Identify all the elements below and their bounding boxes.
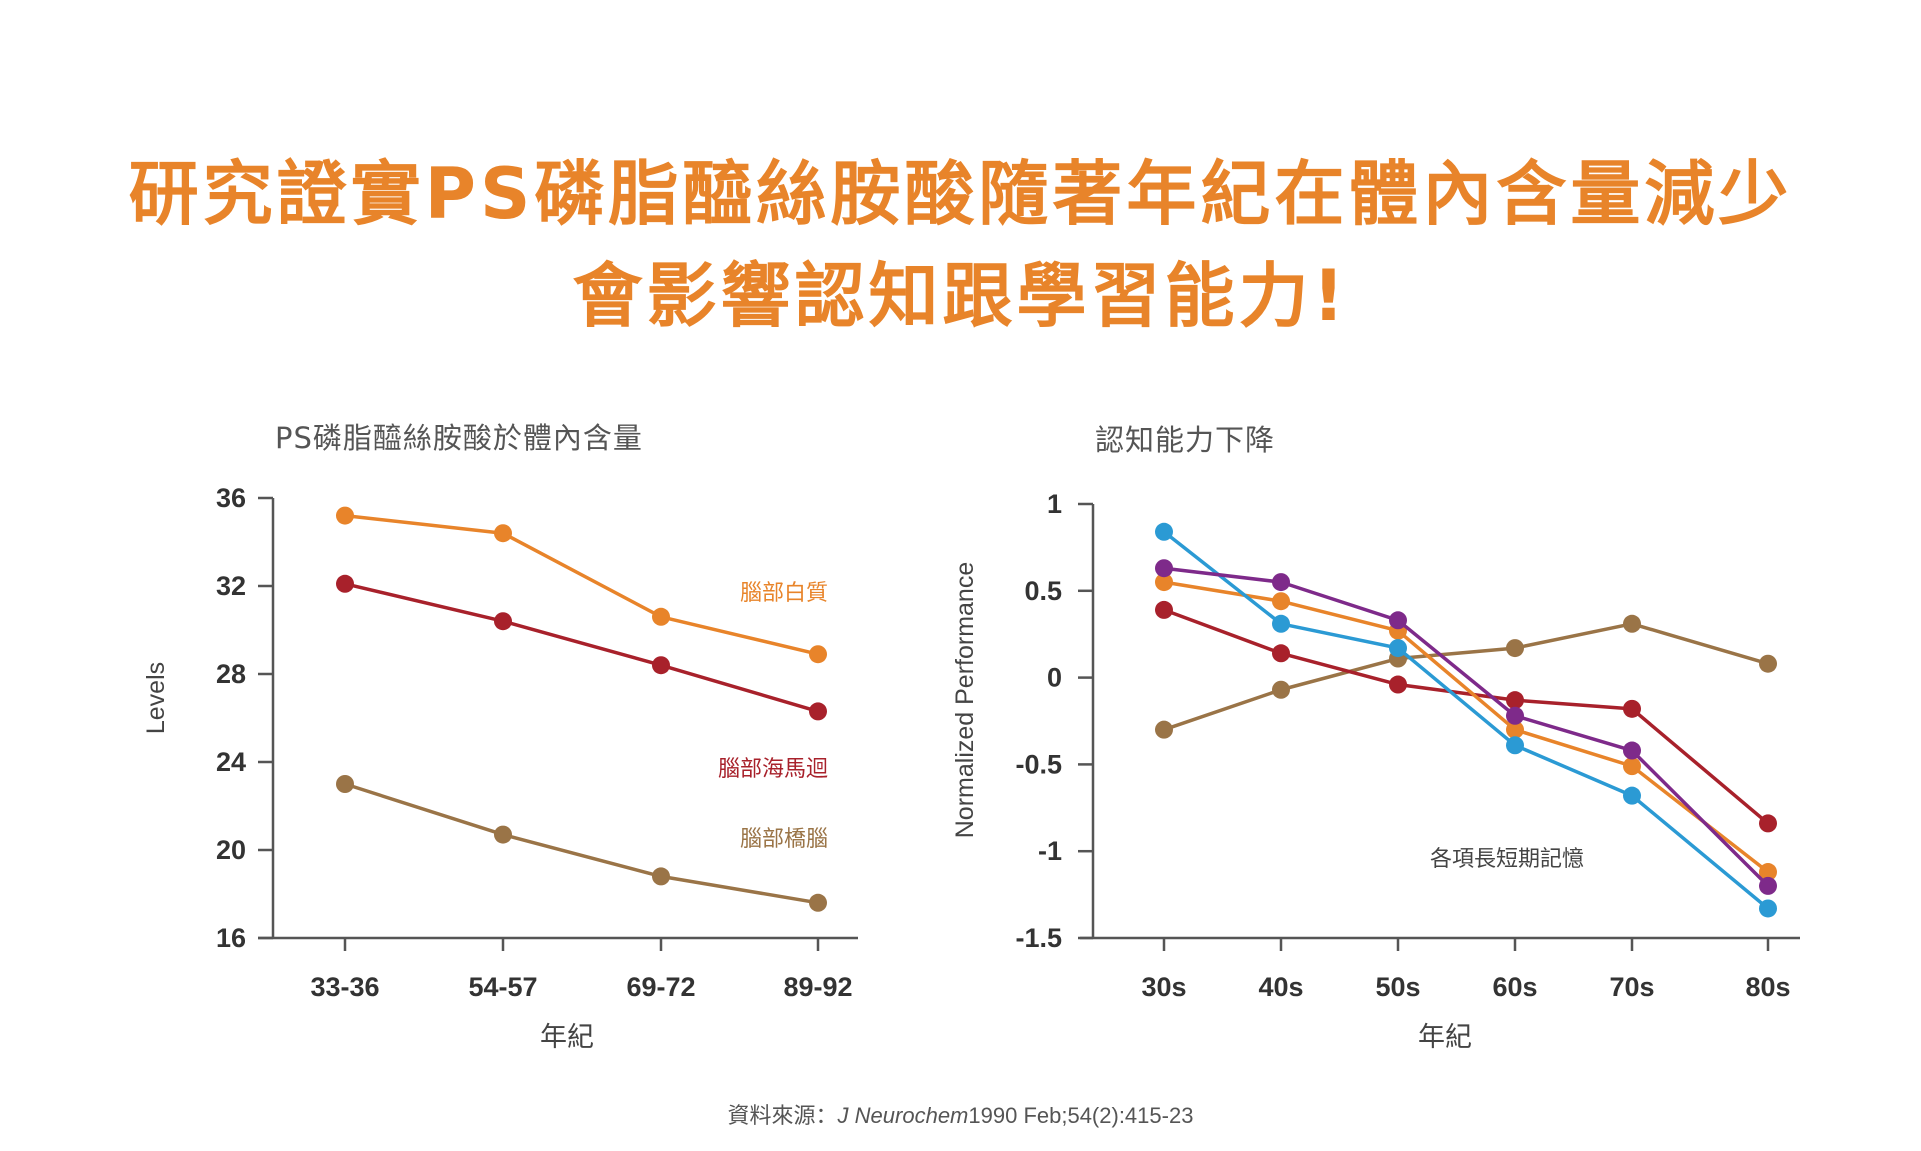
data-point: [1155, 522, 1173, 541]
data-point: [1506, 639, 1524, 658]
x-tick-label: 80s: [1745, 972, 1790, 1002]
x-axis-label: 年紀: [540, 1022, 594, 1053]
data-point: [1155, 559, 1173, 578]
x-tick-label: 60s: [1492, 972, 1537, 1002]
data-point: [1759, 654, 1777, 673]
data-point: [336, 506, 354, 525]
data-point: [652, 656, 670, 675]
series-label: 腦部白質: [740, 581, 828, 606]
x-tick-label: 33-36: [310, 972, 379, 1002]
series-line: [344, 513, 819, 656]
data-point: [1759, 863, 1777, 882]
x-tick-label: 69-72: [626, 972, 695, 1002]
headline-line-1: 研究證實PS磷脂醯絲胺酸隨著年紀在體內含量減少: [128, 153, 1793, 235]
source-label: 資料來源：: [727, 1104, 838, 1129]
data-point: [1759, 814, 1777, 833]
data-point: [652, 607, 670, 626]
right-chart: 1 0.5 0 -0.5 -1 -1.5 30s 40s 50s 60s 70s 80s 年紀 Norma…: [951, 489, 1800, 1053]
headline-line-2: 會影響認知跟學習能力!: [572, 255, 1349, 337]
data-point: [1389, 675, 1407, 694]
data-point: [1623, 786, 1641, 805]
left-chart-title: PS磷脂醯絲胺酸於體內含量: [275, 421, 643, 455]
y-axis-label: Normalized Performance: [951, 562, 979, 839]
y-tick-label: 16: [216, 923, 246, 953]
data-point: [809, 702, 827, 721]
right-chart-title: 認知能力下降: [1095, 423, 1276, 457]
data-point: [494, 524, 512, 543]
y-tick-label: -0.5: [1015, 749, 1062, 779]
data-point: [1155, 720, 1173, 739]
data-point: [1506, 706, 1524, 725]
data-point: [1506, 691, 1524, 710]
y-tick-label: 1: [1047, 489, 1062, 519]
y-tick-label: 0: [1047, 663, 1062, 693]
source-reference: 1990 Feb;54(2):415-23: [968, 1103, 1194, 1128]
y-tick-label: 20: [216, 835, 246, 865]
chart-annotation: 各項長短期記憶: [1430, 847, 1584, 872]
series-line: [1162, 530, 1770, 910]
series-line: [344, 582, 819, 714]
y-tick-label: -1: [1038, 836, 1062, 866]
y-tick-label: 32: [216, 571, 246, 601]
data-point: [1506, 720, 1524, 739]
data-point: [1272, 614, 1290, 633]
x-tick-label: 54-57: [468, 972, 537, 1002]
y-tick-label: 24: [216, 747, 246, 777]
data-point: [1623, 757, 1641, 776]
series-label: 腦部海馬迴: [718, 757, 828, 782]
data-point: [1623, 741, 1641, 760]
series-line: [1163, 580, 1770, 874]
data-point: [1389, 639, 1407, 658]
data-point: [1623, 699, 1641, 718]
y-tick-label: -1.5: [1015, 923, 1062, 953]
x-axis-label: 年紀: [1418, 1022, 1472, 1053]
data-point: [1155, 573, 1173, 592]
data-point: [1272, 573, 1290, 592]
x-tick-label: 50s: [1375, 972, 1420, 1002]
y-tick-label: 36: [216, 483, 246, 513]
data-point: [1155, 600, 1173, 619]
left-chart: 16 20 24 28 32 36 33-36 54-57 69-72 89-92 年紀 Levels…: [142, 483, 858, 1053]
source-journal: J Neurochem: [837, 1103, 969, 1128]
data-point: [494, 825, 512, 844]
x-tick-label: 70s: [1609, 972, 1654, 1002]
data-point: [1759, 876, 1777, 895]
data-point: [809, 645, 827, 664]
data-point: [809, 893, 827, 912]
x-tick-label: 40s: [1258, 972, 1303, 1002]
data-point: [1272, 592, 1290, 611]
data-point: [494, 612, 512, 631]
data-point: [336, 574, 354, 593]
series-line: [1163, 622, 1769, 732]
data-point: [1389, 611, 1407, 630]
data-point: [1759, 899, 1777, 918]
y-tick-label: 28: [216, 659, 246, 689]
source-citation: 資料來源：J Neurochem1990 Feb;54(2):415-23: [0, 1098, 1921, 1130]
series-line: [1163, 608, 1770, 825]
x-tick-label: 89-92: [783, 972, 852, 1002]
y-tick-label: 0.5: [1024, 576, 1062, 606]
data-point: [1272, 680, 1290, 699]
data-point: [1272, 644, 1290, 663]
data-point: [1506, 736, 1524, 755]
data-point: [336, 775, 354, 793]
x-tick-label: 30s: [1141, 972, 1186, 1002]
data-point: [652, 867, 670, 886]
data-point: [1623, 614, 1641, 633]
series-line: [1163, 566, 1770, 888]
series-line: [344, 782, 819, 905]
series-label: 腦部橋腦: [740, 827, 828, 852]
y-axis-label: Levels: [142, 662, 170, 734]
